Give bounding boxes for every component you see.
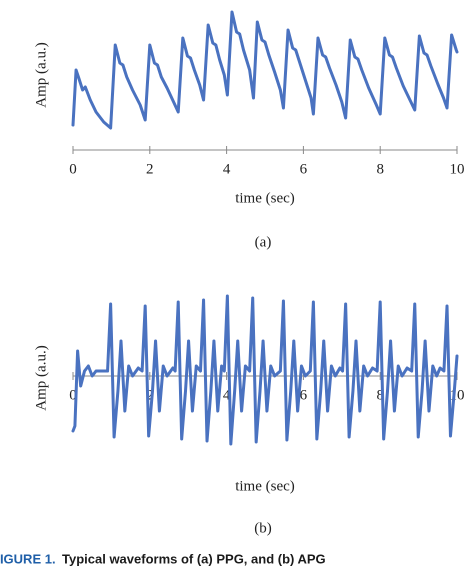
- panel-label: (a): [255, 234, 272, 250]
- y-axis-label: Amp (a.u.): [33, 42, 49, 107]
- x-axis-label: time (sec): [235, 478, 295, 494]
- x-tick-label: 6: [300, 161, 308, 177]
- x-tick-label: 10: [450, 161, 465, 177]
- x-tick-label: 4: [223, 161, 231, 177]
- x-tick-label: 2: [146, 387, 154, 403]
- panel-label: (b): [254, 520, 272, 536]
- x-tick-label: 2: [146, 161, 154, 177]
- x-tick-label: 0: [69, 161, 77, 177]
- x-tick-label: 8: [376, 387, 384, 403]
- y-axis-label: Amp (a.u.): [33, 345, 49, 410]
- waveform: [71, 10, 459, 130]
- caption-text: Typical waveforms of (a) PPG, and (b) AP…: [62, 551, 326, 566]
- x-tick-label: 0: [69, 387, 77, 403]
- x-tick-label: 8: [376, 161, 384, 177]
- x-tick-label: 6: [300, 387, 308, 403]
- caption-number: FIGURE 1.: [0, 551, 56, 566]
- waveform: [71, 294, 459, 446]
- x-axis-label: time (sec): [235, 190, 295, 206]
- x-tick-label: 10: [450, 387, 465, 403]
- x-tick-label: 4: [223, 387, 231, 403]
